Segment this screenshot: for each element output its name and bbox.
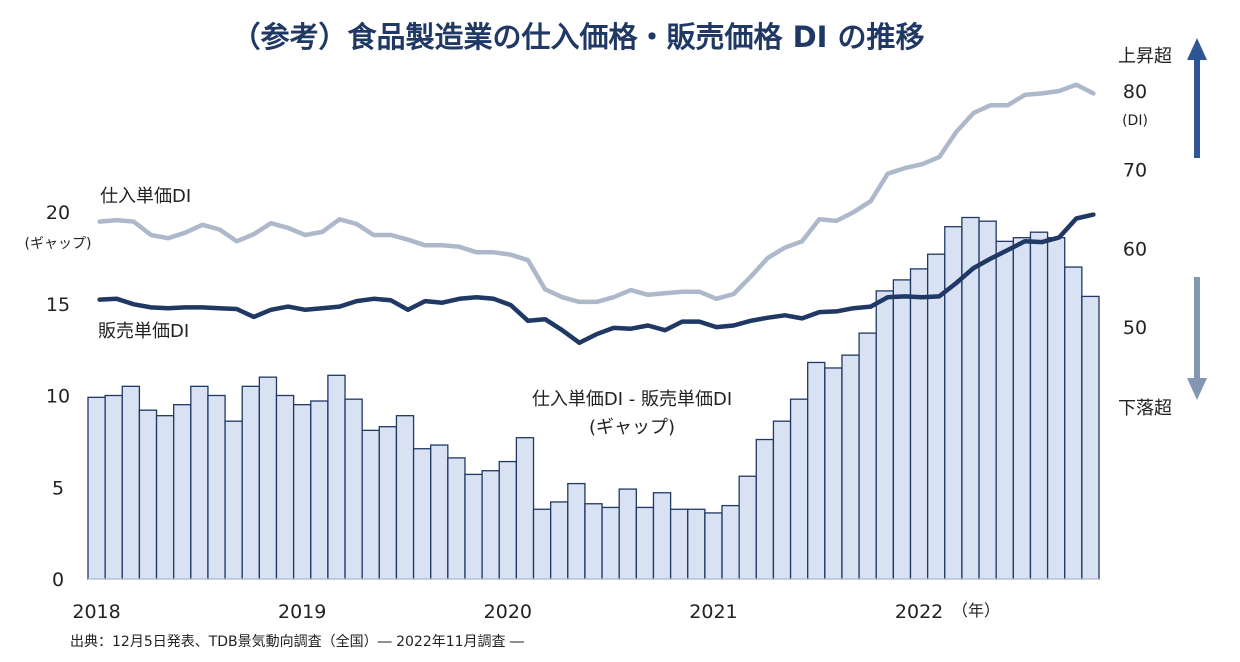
- bar: [567, 482, 586, 580]
- x-tick-label: 2020: [484, 601, 532, 623]
- series-label-gap: 仕入単価DI - 販売単価DI: [532, 389, 732, 410]
- line-series: [97, 82, 1096, 346]
- bar: [361, 429, 380, 580]
- right-tick-label: 70: [1123, 160, 1147, 182]
- bar: [635, 506, 655, 580]
- bar: [121, 385, 141, 580]
- bar: [327, 374, 346, 580]
- left-tick-label: 5: [52, 477, 64, 499]
- bar: [584, 503, 603, 580]
- source-footer: 出典：12月5日発表、TDB景気動向調査（全国）― 2022年11月調査 ―: [70, 633, 524, 650]
- bar: [481, 470, 500, 580]
- bar: [155, 415, 175, 580]
- bar: [687, 508, 706, 580]
- bar: [138, 409, 158, 580]
- bar: [464, 473, 483, 580]
- bar: [241, 385, 261, 580]
- up-arrow-icon: [1187, 38, 1207, 158]
- line-purchase-di: [97, 82, 1096, 305]
- bar: [755, 438, 775, 580]
- x-axis-unit: （年）: [952, 601, 1000, 620]
- bar: [292, 404, 312, 580]
- bar: [1046, 237, 1066, 580]
- bar: [858, 332, 877, 580]
- right-axis-down-label: 下落超: [1118, 398, 1172, 419]
- bar: [772, 420, 792, 580]
- bar: [515, 437, 535, 580]
- x-tick-label: 2021: [689, 601, 737, 623]
- bar: [995, 240, 1014, 580]
- bar: [532, 508, 552, 580]
- bar: [378, 426, 398, 580]
- bar: [892, 279, 912, 580]
- left-axis-unit: (ギャップ): [25, 236, 92, 252]
- bar: [618, 488, 637, 580]
- bar: [447, 457, 466, 580]
- bar: [738, 475, 757, 580]
- down-arrow-icon: [1187, 277, 1207, 400]
- bar: [824, 367, 843, 580]
- bar: [875, 290, 895, 580]
- bar: [721, 504, 740, 580]
- bar: [841, 354, 860, 580]
- bar: [498, 460, 518, 580]
- bar: [909, 268, 929, 580]
- bar: [190, 385, 209, 580]
- x-tick-label: 2019: [278, 601, 326, 623]
- right-tick-label: 50: [1123, 317, 1147, 339]
- bar: [926, 253, 946, 580]
- bar: [1064, 266, 1083, 580]
- bar: [1029, 231, 1049, 580]
- bar: [395, 415, 415, 580]
- right-axis-unit: (DI): [1122, 113, 1148, 129]
- series-label-gap-sub: (ギャップ): [589, 417, 675, 438]
- left-tick-label: 15: [46, 294, 70, 316]
- bar: [978, 220, 997, 580]
- bar: [669, 508, 689, 580]
- chart-title: （参考）食品製造業の仕入価格・販売価格 DI の推移: [231, 20, 924, 54]
- bar: [275, 394, 295, 580]
- right-axis-up-label: 上昇超: [1118, 46, 1172, 67]
- bar: [807, 361, 826, 580]
- bar: [1081, 295, 1100, 580]
- x-tick-label: 2022: [895, 601, 943, 623]
- left-axis-ticks: 0 5 10 15 20: [46, 202, 70, 591]
- bar: [704, 512, 723, 580]
- bar: [550, 501, 569, 580]
- bar: [87, 396, 106, 580]
- right-tick-label: 80: [1123, 81, 1147, 103]
- bar: [310, 400, 329, 580]
- line-sales-di: [97, 212, 1096, 346]
- x-axis-ticks: 2018 2019 2020 2021 2022: [72, 601, 943, 623]
- x-tick-label: 2018: [72, 601, 120, 623]
- right-axis-ticks: 50 60 70 80: [1123, 81, 1147, 339]
- bar: [344, 398, 363, 580]
- bar: [258, 376, 278, 580]
- bar: [601, 506, 620, 580]
- bar: [1012, 237, 1032, 580]
- left-tick-label: 20: [46, 202, 70, 224]
- bar: [412, 448, 432, 580]
- series-label-purchase-di: 仕入単価DI: [100, 186, 191, 207]
- bar: [207, 394, 226, 580]
- series-label-sales-di: 販売単価DI: [98, 321, 189, 342]
- bar: [104, 394, 123, 580]
- bar: [652, 492, 672, 580]
- right-tick-label: 60: [1123, 238, 1147, 260]
- left-tick-label: 0: [52, 569, 64, 591]
- bar: [224, 420, 243, 580]
- bar: [789, 398, 809, 580]
- bar: [430, 444, 449, 580]
- bar: [173, 404, 192, 580]
- left-tick-label: 10: [46, 386, 70, 408]
